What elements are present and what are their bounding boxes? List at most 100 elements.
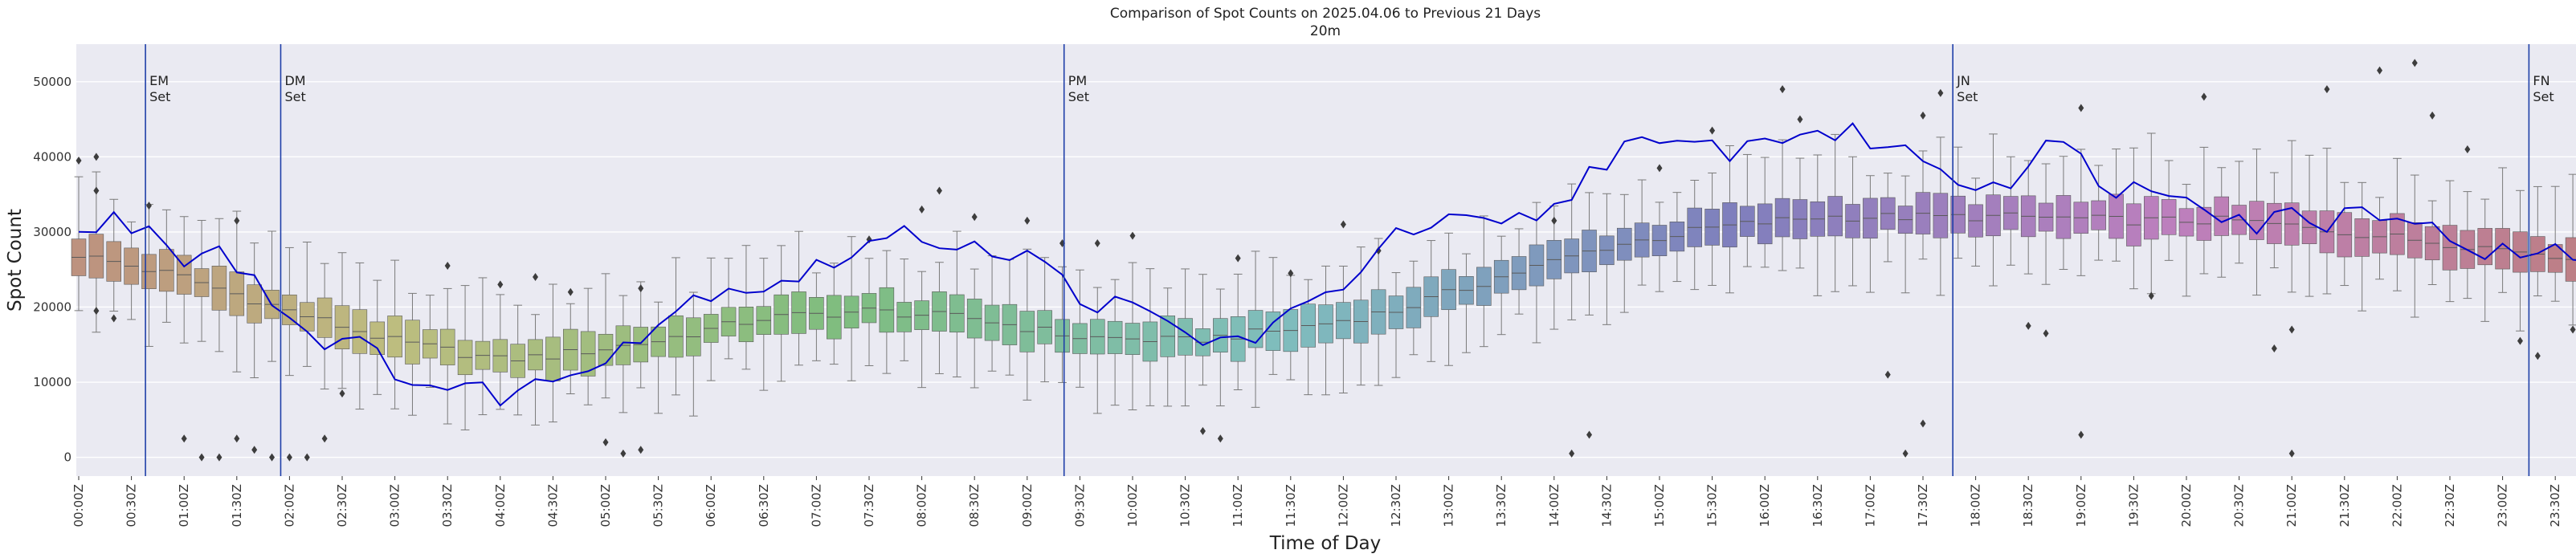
x-tick-label: 16:30Z xyxy=(1811,484,1825,527)
box-79 xyxy=(1459,253,1474,353)
box-45 xyxy=(861,258,877,366)
x-tick-label: 22:00Z xyxy=(2390,484,2404,527)
box-64 xyxy=(1195,274,1210,386)
x-tick-label: 20:30Z xyxy=(2232,484,2247,527)
box-57 xyxy=(1072,269,1088,388)
box-28 xyxy=(563,303,578,395)
box-91 xyxy=(1669,192,1685,283)
x-tick-label: 13:00Z xyxy=(1442,484,1456,527)
x-tick-label: 08:30Z xyxy=(967,484,982,527)
x-tick-label: 02:30Z xyxy=(335,484,349,527)
marker-label-line2: Set xyxy=(2533,89,2554,104)
box-1 xyxy=(88,171,104,333)
box-14 xyxy=(316,263,333,390)
outlier-point xyxy=(1920,111,1926,120)
box-133 xyxy=(2407,174,2423,318)
box-12 xyxy=(282,246,297,377)
box-85 xyxy=(1564,183,1579,320)
box-119 xyxy=(2161,160,2177,261)
box-100 xyxy=(1827,133,1843,292)
x-tick-label: 15:30Z xyxy=(1705,484,1720,527)
box-35 xyxy=(686,291,701,417)
outlier-point xyxy=(1551,216,1557,225)
outlier-point xyxy=(1024,216,1031,225)
box-123 xyxy=(2231,161,2247,264)
x-tick-label: 03:00Z xyxy=(388,484,402,527)
x-tick-label: 08:00Z xyxy=(915,484,929,527)
box-141 xyxy=(2547,185,2563,302)
outlier-point xyxy=(76,157,82,165)
box-142 xyxy=(2565,173,2576,326)
outlier-point xyxy=(1129,231,1136,240)
box-120 xyxy=(2178,184,2194,297)
box-46 xyxy=(879,250,895,374)
marker-label-line1: JN xyxy=(1956,73,1970,88)
outlier-point xyxy=(1340,220,1346,229)
box-60 xyxy=(1125,262,1141,410)
box-139 xyxy=(2513,189,2528,332)
outlier-point xyxy=(2429,111,2435,120)
box-82 xyxy=(1511,228,1527,315)
outlier-point xyxy=(93,307,100,316)
marker-label-line2: Set xyxy=(284,89,305,104)
outlier-point xyxy=(1902,449,1909,458)
outlier-point xyxy=(145,202,152,210)
outlier-point xyxy=(2377,66,2383,75)
y-tick-label: 0 xyxy=(63,450,71,465)
box-129 xyxy=(2337,181,2353,287)
x-tick-label: 19:30Z xyxy=(2126,484,2141,527)
box-52 xyxy=(984,255,1000,372)
x-tick-label: 02:00Z xyxy=(282,484,296,527)
box-98 xyxy=(1792,157,1808,269)
x-tick-label: 12:30Z xyxy=(1389,484,1403,527)
box-126 xyxy=(2284,140,2300,293)
box-62 xyxy=(1160,287,1175,407)
box-55 xyxy=(1037,257,1052,383)
box-48 xyxy=(914,271,929,389)
outlier-point xyxy=(638,284,644,293)
box-101 xyxy=(1845,156,1860,287)
box-16 xyxy=(352,262,368,410)
x-tick-label: 04:30Z xyxy=(545,484,560,527)
box-102 xyxy=(1863,175,1878,293)
y-tick-label: 40000 xyxy=(33,149,71,164)
box-132 xyxy=(2390,157,2405,291)
x-tick-label: 18:30Z xyxy=(2021,484,2035,527)
box-110 xyxy=(2003,156,2019,266)
outlier-point xyxy=(1937,88,1944,97)
outlier-point xyxy=(1217,434,1223,443)
outlier-point xyxy=(620,449,627,458)
outlier-point xyxy=(2534,352,2541,360)
x-tick-label: 21:00Z xyxy=(2284,484,2299,527)
box-118 xyxy=(2144,132,2159,295)
box-36 xyxy=(703,257,719,381)
y-tick-label: 20000 xyxy=(33,299,71,314)
box-93 xyxy=(1704,172,1720,286)
x-tick-label: 11:00Z xyxy=(1231,484,1245,527)
x-tick-label: 01:30Z xyxy=(230,484,244,527)
x-tick-label: 04:00Z xyxy=(493,484,508,527)
x-tick-label: 17:30Z xyxy=(1916,484,1930,527)
box-66 xyxy=(1230,273,1246,391)
outlier-point xyxy=(93,186,100,195)
box-84 xyxy=(1546,206,1562,330)
x-tick-label: 15:00Z xyxy=(1652,484,1667,527)
box-6 xyxy=(176,216,192,344)
outlier-point xyxy=(971,213,978,222)
marker-label-line1: PM xyxy=(1068,73,1087,88)
box-70 xyxy=(1300,279,1316,396)
box-86 xyxy=(1582,192,1597,316)
outlier-point xyxy=(1569,449,1575,458)
box-5 xyxy=(159,209,174,323)
y-axis-label: Spot Count xyxy=(5,209,26,312)
box-76 xyxy=(1406,260,1422,356)
outlier-point xyxy=(1920,419,1926,428)
x-tick-label: 01:00Z xyxy=(177,484,191,527)
x-tick-label: 23:00Z xyxy=(2496,484,2510,527)
outlier-point xyxy=(111,314,117,323)
box-65 xyxy=(1213,288,1228,407)
box-130 xyxy=(2354,181,2370,312)
outlier-point xyxy=(339,389,345,398)
box-10 xyxy=(247,242,262,379)
